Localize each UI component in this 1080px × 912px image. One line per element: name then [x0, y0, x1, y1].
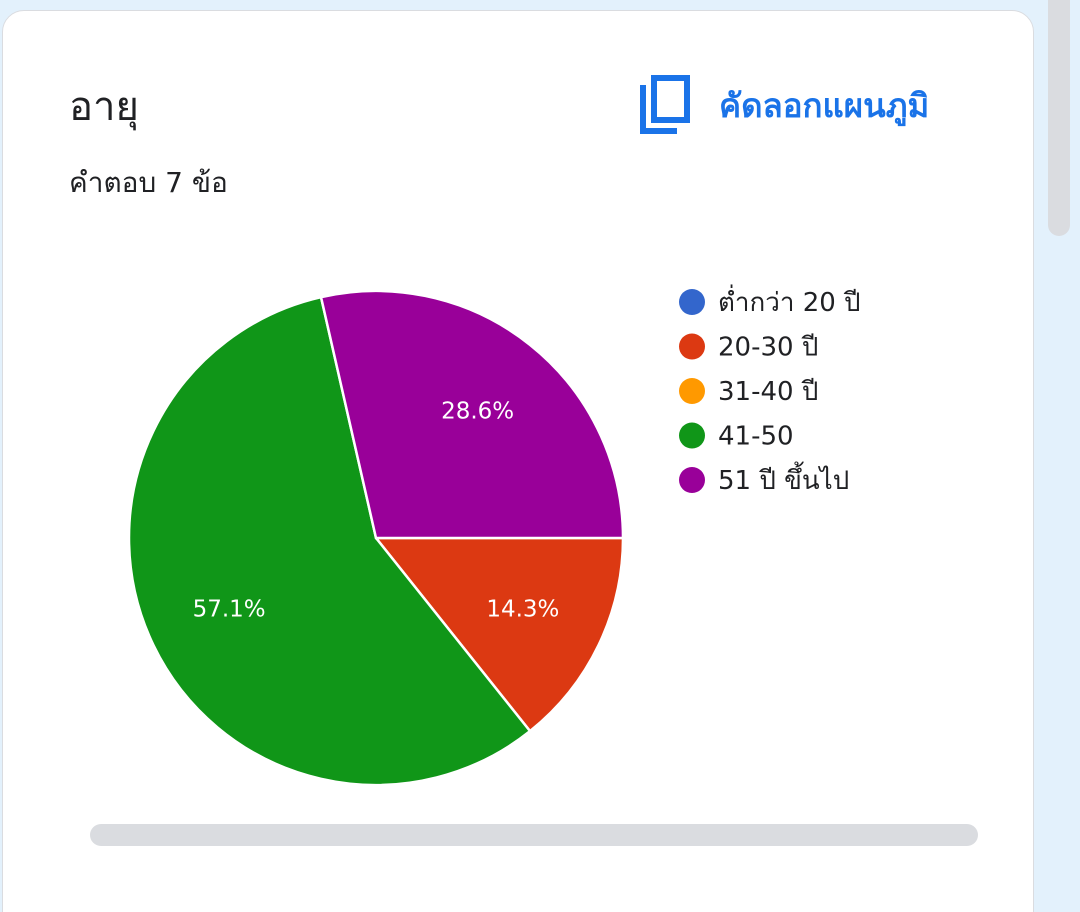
legend-label-1: 20-30 ปี	[718, 333, 818, 363]
legend-swatch-2	[679, 378, 705, 404]
legend-swatch-1	[679, 333, 705, 360]
pie-slice-4[interactable]	[319, 289, 625, 540]
legend-swatch-3	[679, 422, 705, 449]
chart-legend: ต่ำกว่า 20 ปี 20-30 ปี 31-40 ปี 41-50 51 ปี …	[679, 284, 861, 496]
vertical-scrollbar-thumb[interactable]	[1048, 0, 1070, 236]
legend-item-0[interactable]: ต่ำกว่า 20 ปี	[679, 284, 861, 318]
response-count: คำตอบ 7 ข้อ	[69, 166, 228, 199]
legend-swatch-0	[679, 289, 705, 315]
legend-label-4: 51 ปี ขึ้นไป	[718, 461, 849, 496]
copy-chart-label: คัดลอกแผนภูมิ	[719, 85, 930, 125]
pie-slice-label-1: 14.3%	[486, 597, 559, 623]
copy-icon	[640, 75, 690, 134]
horizontal-scrollbar[interactable]	[90, 824, 978, 846]
pie-slice-label-4: 28.6%	[441, 399, 514, 425]
pie-slice-1[interactable]	[373, 536, 625, 733]
pie-slice-label-3: 57.1%	[193, 597, 266, 623]
pie-slices	[127, 289, 625, 787]
legend-swatch-4	[679, 467, 705, 493]
legend-label-3: 41-50	[718, 422, 794, 452]
legend-item-3[interactable]: 41-50	[679, 422, 794, 452]
question-title: อายุ	[69, 84, 139, 130]
legend-item-2[interactable]: 31-40 ปี	[679, 377, 818, 407]
legend-item-4[interactable]: 51 ปี ขึ้นไป	[679, 461, 849, 496]
pie-slice-3[interactable]	[127, 295, 532, 787]
legend-item-1[interactable]: 20-30 ปี	[679, 333, 818, 363]
legend-label-2: 31-40 ปี	[718, 377, 818, 407]
pie-chart: 14.3% 57.1% 28.6% ต่ำกว่า 20 ปี 20-30 ปี 31-…	[127, 284, 861, 787]
pie-slice-labels: 14.3% 57.1% 28.6%	[193, 399, 560, 623]
copy-chart-button[interactable]: คัดลอกแผนภูมิ	[637, 69, 929, 141]
legend-label-0: ต่ำกว่า 20 ปี	[718, 284, 861, 318]
